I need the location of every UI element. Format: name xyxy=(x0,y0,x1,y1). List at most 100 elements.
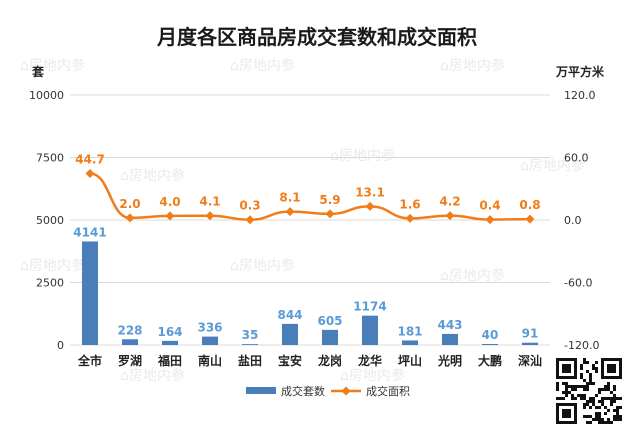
qr-module xyxy=(583,358,586,361)
legend-line-marker xyxy=(341,386,351,396)
bar-value-label-6: 605 xyxy=(317,314,342,328)
line-point-0 xyxy=(85,168,95,178)
category-label-2: 福田 xyxy=(157,353,182,368)
category-label-8: 坪山 xyxy=(398,353,422,368)
line-point-3 xyxy=(205,211,215,221)
qr-module xyxy=(592,397,595,400)
qr-module xyxy=(592,382,595,385)
qr-module xyxy=(571,388,574,391)
qr-module xyxy=(583,388,586,391)
qr-module xyxy=(589,415,592,418)
legend-bar-swatch xyxy=(246,387,276,394)
qr-module xyxy=(559,397,562,400)
qr-module xyxy=(598,406,601,409)
line-value-label-6: 5.9 xyxy=(319,193,340,207)
qr-module xyxy=(565,394,568,397)
qr-module xyxy=(586,370,589,373)
qr-module xyxy=(592,400,595,403)
right-axis-unit: 万平方米 xyxy=(555,64,605,79)
line-value-label-2: 4.0 xyxy=(159,195,180,209)
qr-finder-inner xyxy=(607,364,616,373)
watermark-7: ⌂房地内参 xyxy=(230,257,295,274)
left-tick-label-3: 7500 xyxy=(36,152,64,165)
qr-module xyxy=(613,409,616,412)
qr-module xyxy=(598,421,601,424)
qr-module xyxy=(568,385,571,388)
qr-module xyxy=(580,376,583,379)
legend: 成交套数 成交面积 xyxy=(246,384,410,398)
qr-module xyxy=(562,397,565,400)
qr-module xyxy=(562,382,565,385)
qr-module xyxy=(619,415,622,418)
line-value-label-4: 0.3 xyxy=(239,199,260,213)
line-value-label-5: 8.1 xyxy=(279,191,300,205)
qr-module xyxy=(574,388,577,391)
qr-module xyxy=(565,391,568,394)
category-label-1: 罗湖 xyxy=(118,353,142,368)
qr-module xyxy=(589,379,592,382)
qr-module xyxy=(604,388,607,391)
bar-value-label-7: 1174 xyxy=(353,300,386,314)
qr-module xyxy=(595,412,598,415)
qr-module xyxy=(586,361,589,364)
qr-module xyxy=(583,361,586,364)
category-labels: 全市 罗湖 福田 南山 盐田 宝安 龙岗 龙华 坪山 光明 大鹏 深汕 xyxy=(77,353,542,368)
qr-module xyxy=(565,388,568,391)
right-tick-label-1: -60.0 xyxy=(564,277,592,290)
qr-module xyxy=(610,421,613,424)
right-tick-label-0: -120.0 xyxy=(564,339,599,352)
qr-module xyxy=(580,364,583,367)
qr-module xyxy=(583,379,586,382)
qr-module xyxy=(619,406,622,409)
qr-module xyxy=(583,397,586,400)
bar-value-label-2: 164 xyxy=(157,325,182,339)
qr-module xyxy=(610,391,613,394)
watermark-10: ⌂房地内参 xyxy=(340,367,405,384)
qr-module xyxy=(586,421,589,424)
watermark-4: ⌂房地内参 xyxy=(330,147,395,164)
chart-title: 月度各区商品房成交套数和成交面积 xyxy=(156,25,477,49)
line-value-label-8: 1.6 xyxy=(399,197,420,211)
qr-module xyxy=(595,361,598,364)
watermark-3: ⌂房地内参 xyxy=(120,167,185,184)
qr-module xyxy=(616,397,619,400)
bar-4 xyxy=(242,344,258,345)
qr-module xyxy=(580,397,583,400)
qr-module xyxy=(604,412,607,415)
line-point-2 xyxy=(165,211,175,221)
qr-module xyxy=(589,373,592,376)
left-tick-label-1: 2500 xyxy=(36,277,64,290)
category-label-7: 龙华 xyxy=(358,353,382,368)
line-value-label-7: 13.1 xyxy=(355,185,385,199)
qr-module xyxy=(619,418,622,421)
line-value-label-10: 0.4 xyxy=(479,199,500,213)
bar-series: 4141 228 164 336 35 844 605 1174 181 443 40 91 xyxy=(73,225,538,345)
bar-10 xyxy=(482,344,498,345)
qr-module xyxy=(583,394,586,397)
category-label-9: 光明 xyxy=(437,353,462,368)
line-value-label-9: 4.2 xyxy=(439,195,460,209)
bar-value-label-4: 35 xyxy=(242,328,259,342)
qr-module xyxy=(580,385,583,388)
qr-module xyxy=(610,400,613,403)
bar-1 xyxy=(122,339,138,345)
bar-2 xyxy=(162,340,178,345)
qr-module xyxy=(616,409,619,412)
left-axis-unit: 套 xyxy=(31,64,45,79)
qr-module xyxy=(565,382,568,385)
line-value-label-3: 4.1 xyxy=(199,195,220,209)
qr-module xyxy=(589,397,592,400)
line-point-5 xyxy=(285,207,295,217)
qr-module xyxy=(589,400,592,403)
qr-module xyxy=(613,400,616,403)
line-value-label-11: 0.8 xyxy=(519,198,540,212)
qr-module xyxy=(556,382,559,385)
watermark-9: ⌂房地内参 xyxy=(120,367,185,384)
category-label-11: 深汕 xyxy=(518,353,542,368)
bar-value-label-1: 228 xyxy=(117,323,142,337)
qr-module xyxy=(607,382,610,385)
qr-module xyxy=(598,388,601,391)
qr-module xyxy=(556,397,559,400)
qr-module xyxy=(574,397,577,400)
qr-module xyxy=(613,388,616,391)
